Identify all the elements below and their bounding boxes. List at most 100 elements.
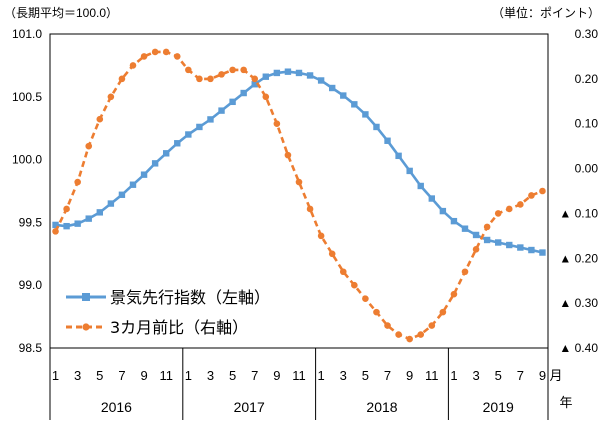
data-point-3month-change — [317, 232, 325, 240]
data-point-leading-index — [439, 207, 447, 215]
data-point-3month-change — [262, 93, 270, 101]
data-point-leading-index — [395, 152, 402, 160]
data-point-3month-change — [528, 192, 535, 199]
data-point-3month-change — [517, 201, 524, 208]
legend-label-leading-index: 景気先行指数（左軸） — [110, 288, 270, 307]
data-point-3month-change — [218, 71, 225, 78]
series-layer — [52, 48, 546, 343]
data-point-3month-change — [351, 281, 358, 289]
right-tick-label: ▲ 0.20 — [559, 251, 598, 265]
right-tick-label: 0.30 — [575, 27, 599, 41]
data-point-3month-change — [273, 120, 281, 128]
data-point-leading-index — [163, 150, 170, 157]
data-point-3month-change — [450, 290, 458, 298]
data-point-leading-index — [384, 137, 391, 144]
data-point-3month-change — [328, 250, 336, 258]
month-tick-label: 11 — [292, 368, 306, 383]
data-point-leading-index — [107, 200, 115, 207]
data-point-3month-change — [185, 66, 192, 74]
month-unit-label: 月 — [549, 368, 562, 383]
year-unit-label: 年 — [559, 395, 572, 410]
data-point-3month-change — [539, 187, 546, 195]
data-point-3month-change — [173, 53, 181, 60]
data-point-leading-index — [140, 171, 148, 178]
legend-label-3month-change: 3カ月前比（右軸） — [110, 318, 248, 337]
legend: 景気先行指数（左軸） 3カ月前比（右軸） — [66, 288, 270, 337]
data-point-leading-index — [185, 131, 192, 138]
month-tick-label: 9 — [140, 368, 147, 383]
year-label: 2016 — [101, 399, 132, 415]
data-point-3month-change — [295, 178, 303, 186]
month-tick-label: 11 — [159, 368, 173, 383]
data-point-leading-index — [340, 92, 347, 99]
left-tick-label: 99.5 — [19, 215, 43, 229]
month-tick-label: 3 — [340, 368, 347, 383]
data-point-3month-change — [162, 48, 170, 56]
month-tick-label: 1 — [185, 368, 192, 383]
data-point-leading-index — [262, 73, 269, 80]
data-point-3month-change — [129, 62, 137, 69]
right-tick-label: 0.10 — [575, 117, 599, 131]
data-point-leading-index — [284, 68, 292, 75]
data-point-leading-index — [306, 72, 314, 79]
data-point-3month-change — [505, 205, 513, 213]
month-tick-label: 9 — [539, 368, 546, 383]
year-label: 2017 — [234, 399, 265, 415]
data-point-3month-change — [339, 268, 347, 276]
data-point-leading-index — [373, 123, 380, 131]
month-tick-label: 5 — [362, 368, 369, 383]
data-point-leading-index — [174, 140, 181, 147]
legend-marker-leading-index — [82, 293, 90, 301]
data-point-3month-change — [196, 75, 203, 83]
data-point-leading-index — [450, 217, 458, 225]
data-point-leading-index — [207, 116, 214, 123]
left-tick-label: 100.5 — [12, 90, 42, 104]
right-tick-label: ▲ 0.40 — [559, 341, 598, 355]
data-point-3month-change — [439, 308, 447, 316]
data-point-leading-index — [229, 98, 236, 106]
right-tick-label: ▲ 0.30 — [559, 296, 598, 310]
month-axis-labels: 1 3 5 7 9 11 1 3 5 7 9 11 1 3 5 7 9 11 1 3 5 7 9 — [52, 368, 546, 383]
year-axis-labels: 2016 2017 2018 2019 — [101, 399, 514, 415]
data-point-3month-change — [63, 205, 70, 213]
data-point-leading-index — [240, 89, 247, 97]
month-tick-label: 9 — [406, 368, 413, 383]
data-point-leading-index — [118, 191, 126, 198]
data-point-3month-change — [74, 178, 81, 186]
year-label: 2018 — [366, 399, 397, 415]
data-point-3month-change — [229, 66, 236, 74]
data-point-3month-change — [284, 151, 292, 159]
month-tick-label: 7 — [251, 368, 258, 383]
data-point-leading-index — [129, 181, 137, 188]
data-point-3month-change — [151, 48, 159, 56]
data-point-leading-index — [472, 231, 480, 239]
data-point-3month-change — [384, 322, 391, 329]
data-point-leading-index — [461, 225, 469, 232]
month-tick-label: 1 — [318, 368, 325, 383]
right-tick-label: ▲ 0.10 — [559, 206, 598, 220]
left-axis-ticks: 98.5 99.0 99.5 100.0 100.5 101.0 — [12, 27, 42, 355]
left-tick-label: 101.0 — [12, 27, 42, 41]
right-tick-label: 0.00 — [575, 162, 599, 176]
year-label: 2019 — [483, 399, 514, 415]
data-point-leading-index — [74, 220, 81, 227]
data-point-3month-change — [118, 75, 126, 83]
data-point-leading-index — [417, 182, 424, 190]
series-line-3month-change — [54, 50, 543, 341]
data-point-3month-change — [428, 322, 436, 329]
month-tick-label: 3 — [472, 368, 479, 383]
plot-area-border — [49, 33, 549, 349]
left-tick-label: 98.5 — [19, 341, 43, 355]
data-point-3month-change — [52, 228, 59, 235]
month-tick-label: 3 — [74, 368, 81, 383]
right-axis-note: （単位：ポイント） — [492, 5, 600, 20]
data-point-leading-index — [295, 69, 303, 77]
data-point-leading-index — [52, 221, 59, 229]
data-point-leading-index — [85, 215, 92, 222]
data-point-leading-index — [273, 69, 281, 77]
left-axis-note: （長期平均＝100.0） — [4, 6, 118, 20]
data-point-leading-index — [151, 160, 159, 167]
data-point-leading-index — [528, 246, 535, 254]
data-point-leading-index — [218, 107, 225, 114]
